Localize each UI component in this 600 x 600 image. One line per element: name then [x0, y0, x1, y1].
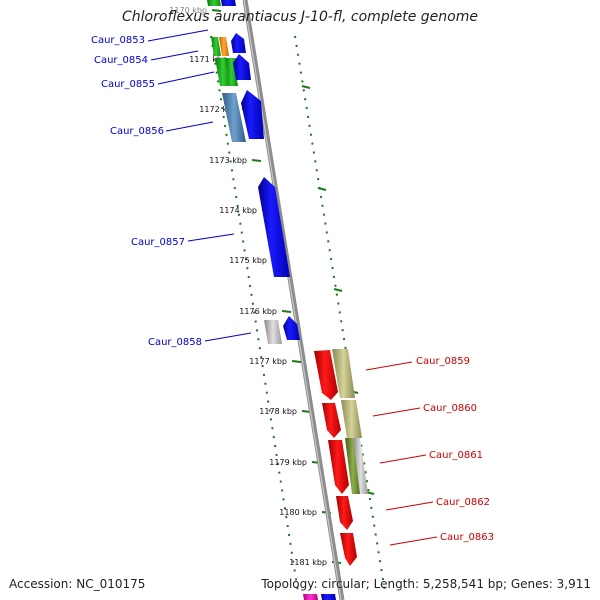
feature-strip-bottom[interactable] [303, 594, 336, 600]
label-leader-line [165, 121, 214, 132]
label-leaders [147, 29, 438, 546]
label-leader-line [385, 501, 434, 511]
feature-caur-0856[interactable] [222, 90, 264, 142]
right-ruler-line [294, 35, 386, 593]
gene-labels: Caur_0853 Caur_0854 Caur_0855 Caur_0856 Caur… [91, 35, 494, 543]
label-leader-line [157, 71, 215, 85]
accession-text: Accession: NC_010175 [9, 577, 146, 591]
feature-caur-0863[interactable] [340, 533, 357, 566]
label-leader-line [379, 454, 427, 464]
feature-caur-0855[interactable] [215, 54, 251, 86]
label-leader-line [365, 361, 413, 371]
feature-caur-0859[interactable] [314, 349, 355, 400]
gene-label-caur-0853[interactable]: Caur_0853 [91, 35, 145, 46]
label-leader-line [204, 332, 252, 342]
genome-title: Chloroflexus aurantiacus J-10-fl, comple… [122, 9, 478, 25]
tick-mark [251, 159, 262, 162]
left-ruler-line [210, 35, 299, 593]
feature-caur-0862[interactable] [336, 496, 353, 530]
label-leader-line [389, 536, 438, 546]
genome-summary-text: Topology: circular; Length: 5,258,541 bp… [261, 577, 591, 591]
tick-label: 1180 kbp [279, 508, 317, 517]
tick-label: 1177 kbp [249, 357, 287, 366]
gene-label-caur-0860[interactable]: Caur_0860 [423, 403, 477, 414]
tick-label: 1174 kbp [219, 206, 257, 215]
tick-label: 1170 kbp [169, 6, 207, 15]
feature-caur-0857[interactable] [258, 177, 290, 277]
tick-label: 1172 kbp [199, 105, 237, 114]
genome-backbone-highlight [243, 0, 342, 600]
genome-backbone [242, 0, 345, 600]
tick-label: 1175 kbp [229, 256, 267, 265]
label-leader-line [372, 407, 421, 417]
gene-label-caur-0859[interactable]: Caur_0859 [416, 356, 470, 367]
gene-label-caur-0858[interactable]: Caur_0858 [148, 337, 202, 348]
gene-label-caur-0855[interactable]: Caur_0855 [101, 79, 155, 90]
tick-label: 1181 kbp [289, 558, 327, 567]
gene-label-caur-0854[interactable]: Caur_0854 [94, 55, 148, 66]
feature-caur-0858[interactable] [264, 316, 300, 344]
tick-label: 1179 kbp [269, 458, 307, 467]
feature-caur-0853[interactable] [207, 0, 236, 56]
label-leader-line [150, 50, 199, 61]
gene-label-caur-0862[interactable]: Caur_0862 [436, 497, 490, 508]
tick-mark [281, 310, 292, 313]
tick-label: 1178 kbp [259, 407, 297, 416]
tick-mark [291, 360, 302, 363]
tick-mark [211, 9, 222, 12]
gene-label-caur-0857[interactable]: Caur_0857 [131, 237, 185, 248]
label-leader-line [147, 29, 209, 42]
tick-label: 1176 kbp [239, 307, 277, 316]
gene-label-caur-0863[interactable]: Caur_0863 [440, 532, 494, 543]
tick-label: 1171 kbp [189, 55, 227, 64]
tick-label: 1173 kbp [209, 156, 247, 165]
label-leader-line [187, 233, 235, 242]
gene-label-caur-0861[interactable]: Caur_0861 [429, 450, 483, 461]
feature-caur-0860[interactable] [322, 400, 362, 438]
gene-label-caur-0856[interactable]: Caur_0856 [110, 126, 164, 137]
feature-caur-0861[interactable] [328, 438, 368, 494]
feature-caur-0854[interactable] [231, 33, 246, 53]
tick-marks: 1170 kbp 1171 kbp 1172 kbp 1173 kbp 1174 kbp… [169, 6, 342, 567]
